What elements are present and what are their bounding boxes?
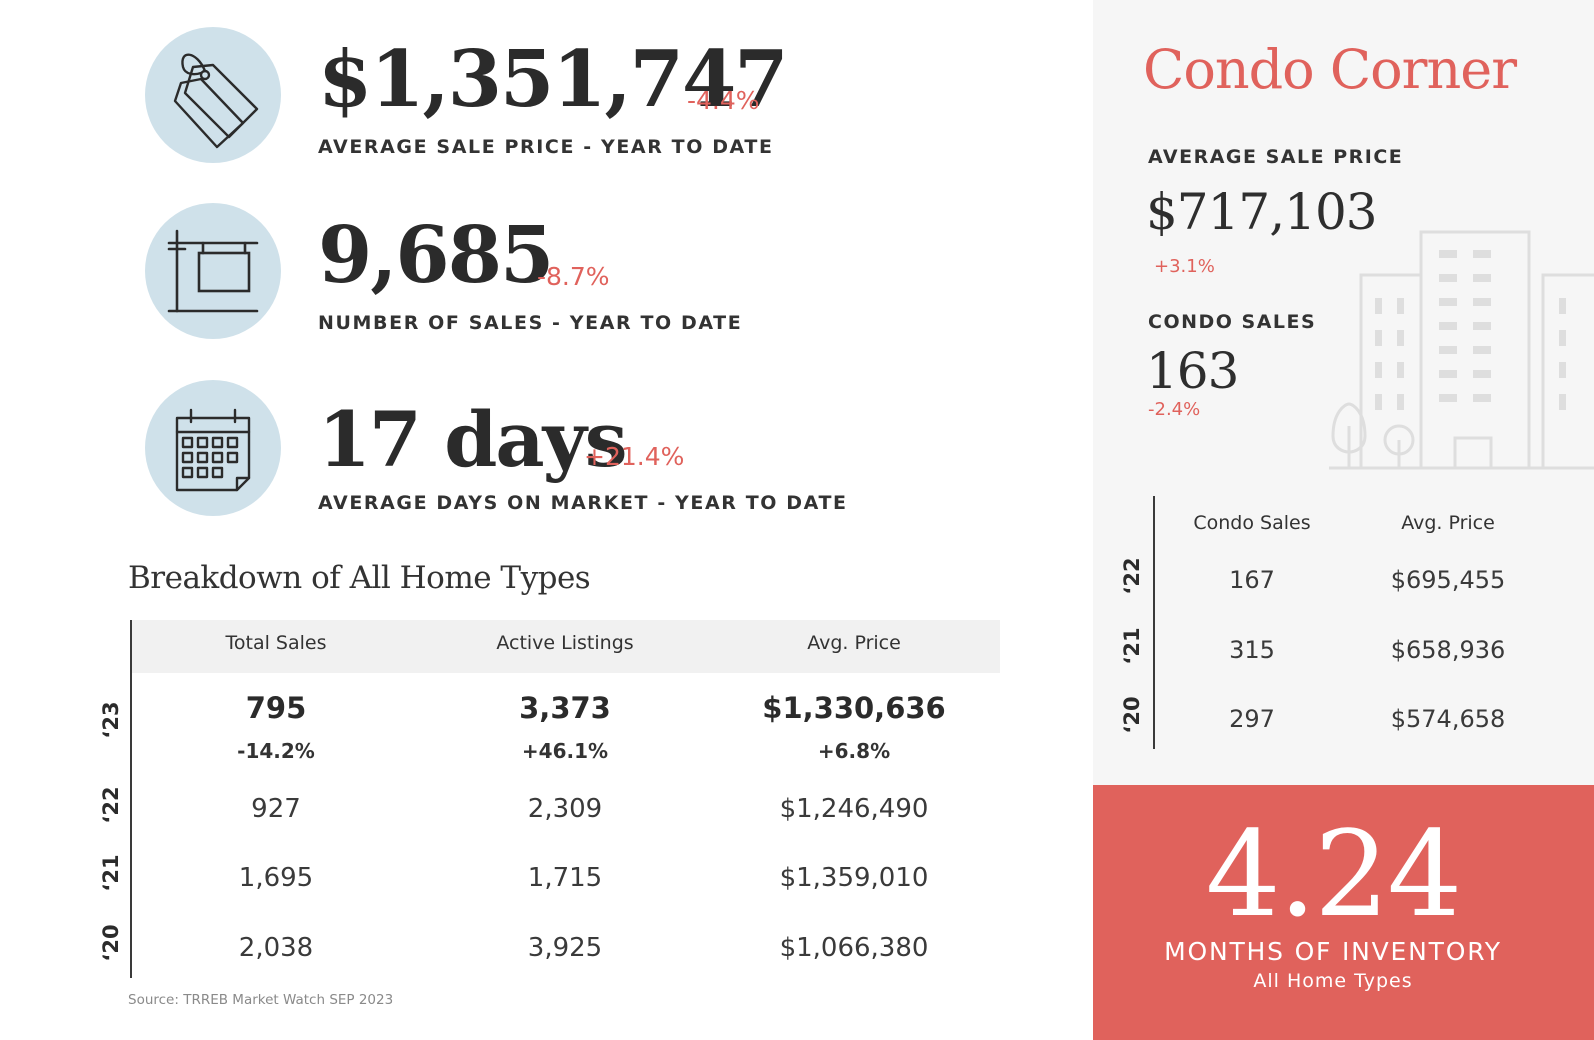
- avg-sale-price-change: -4.4%: [687, 86, 760, 115]
- condo-table-cell: $574,658: [1390, 705, 1506, 733]
- col-head-total-sales: Total Sales: [225, 632, 327, 654]
- table-cell: 927: [251, 794, 301, 824]
- table-cell-change: -14.2%: [237, 739, 315, 763]
- table-cell: $1,330,636: [762, 691, 946, 725]
- days-on-market-label: AVERAGE DAYS ON MARKET - YEAR TO DATE: [318, 492, 848, 514]
- sale-sign-icon: [145, 203, 281, 339]
- table-cell: 2,038: [238, 933, 314, 963]
- condo-sales-label: CONDO SALES: [1148, 311, 1317, 333]
- table-cell-change: +6.8%: [817, 739, 891, 763]
- city-buildings-icon: [1329, 230, 1594, 470]
- days-on-market-value: 17 days: [318, 395, 628, 484]
- breakdown-table-header: [132, 620, 1000, 673]
- table-cell: 3,925: [527, 933, 603, 963]
- inventory-box: [1093, 785, 1594, 1040]
- condo-sales-change: -2.4%: [1148, 399, 1201, 420]
- avg-sale-price-label: AVERAGE SALE PRICE - YEAR TO DATE: [318, 136, 774, 158]
- condo-avg-price-value: $717,103: [1146, 183, 1378, 241]
- condo-table-cell: 297: [1229, 705, 1275, 733]
- condo-avg-price-label: AVERAGE SALE PRICE: [1148, 146, 1404, 168]
- col-head-condo-avg-price: Avg. Price: [1401, 512, 1495, 534]
- table-cell: $1,246,490: [779, 794, 929, 824]
- months-of-inventory-value: 4.24: [1205, 805, 1463, 943]
- number-of-sales-value: 9,685: [318, 210, 554, 301]
- table-cell: $1,359,010: [779, 863, 929, 893]
- condo-table-cell: 315: [1229, 636, 1275, 664]
- table-cell: 1,695: [238, 863, 314, 893]
- condo-corner-title: Condo Corner: [1143, 38, 1517, 101]
- table-cell: $1,066,380: [779, 933, 929, 963]
- col-head-active-listings: Active Listings: [496, 632, 634, 654]
- condo-table-cell: $658,936: [1390, 636, 1506, 664]
- number-of-sales-change: -8.7%: [537, 262, 610, 291]
- calendar-icon: [145, 380, 281, 516]
- condo-avg-price-change: +3.1%: [1154, 256, 1215, 277]
- condo-table-cell: $695,455: [1390, 566, 1506, 594]
- breakdown-table-divider: [130, 620, 132, 978]
- condo-table-divider: [1153, 496, 1155, 749]
- number-of-sales-label: NUMBER OF SALES - YEAR TO DATE: [318, 312, 743, 334]
- condo-year-label-20: ‘20: [1120, 696, 1144, 734]
- table-cell: 2,309: [527, 794, 603, 824]
- table-cell-change: +46.1%: [521, 739, 609, 763]
- avg-sale-price-value: $1,351,747: [318, 34, 788, 125]
- table-cell: 1,715: [527, 863, 603, 893]
- days-on-market-change: +21.4%: [584, 442, 685, 471]
- condo-table-cell: 167: [1229, 566, 1275, 594]
- source-note: Source: TRREB Market Watch SEP 2023: [128, 992, 394, 1008]
- months-of-inventory-sublabel: All Home Types: [1253, 970, 1413, 992]
- price-tag-icon: [145, 27, 281, 163]
- months-of-inventory-label: MONTHS OF INVENTORY: [1164, 937, 1502, 966]
- year-label-23: ‘23: [99, 701, 123, 739]
- year-label-20: ‘20: [99, 924, 123, 962]
- condo-sales-value: 163: [1146, 342, 1239, 400]
- year-label-21: ‘21: [99, 854, 123, 892]
- table-cell: 3,373: [519, 691, 611, 725]
- condo-year-label-21: ‘21: [1120, 627, 1144, 665]
- col-head-condo-sales: Condo Sales: [1193, 512, 1311, 534]
- table-cell: 795: [245, 691, 307, 725]
- condo-year-label-22: ‘22: [1120, 557, 1144, 595]
- col-head-avg-price: Avg. Price: [807, 632, 901, 654]
- breakdown-title: Breakdown of All Home Types: [128, 560, 591, 596]
